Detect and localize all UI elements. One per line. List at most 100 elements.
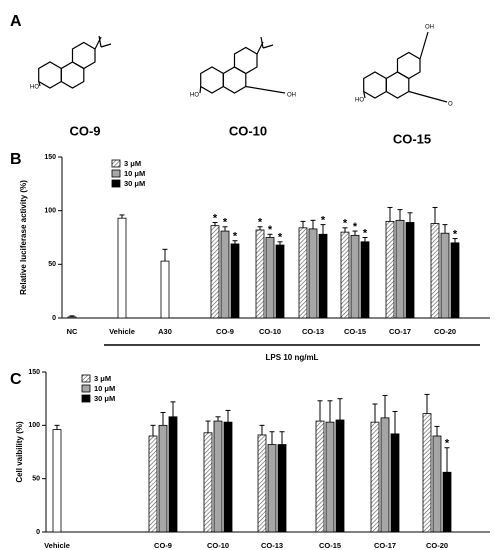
significance: * bbox=[453, 228, 458, 240]
bar bbox=[335, 419, 345, 533]
x-tick-label: CO-20 bbox=[434, 327, 456, 336]
compound-name: CO-10 bbox=[229, 123, 267, 138]
atom-label: HO bbox=[355, 98, 364, 104]
compound-name: CO-15 bbox=[393, 131, 431, 146]
bar bbox=[450, 242, 460, 319]
bar bbox=[255, 229, 265, 319]
bar bbox=[67, 316, 77, 319]
significance: * bbox=[343, 218, 348, 230]
legend-label: 3 μM bbox=[94, 374, 111, 383]
bar bbox=[275, 244, 285, 319]
bar bbox=[442, 471, 452, 533]
panel-label: B bbox=[10, 151, 22, 168]
significance: * bbox=[278, 232, 283, 244]
bar bbox=[230, 243, 240, 319]
bond bbox=[363, 91, 366, 99]
atom-label: HO bbox=[190, 93, 199, 99]
x-tick-label: CO-13 bbox=[261, 541, 283, 550]
legend-label: 10 μM bbox=[94, 384, 115, 393]
bar bbox=[360, 241, 370, 319]
bond bbox=[419, 31, 429, 60]
atom-label: OH bbox=[287, 93, 296, 99]
ring bbox=[363, 71, 387, 99]
bar bbox=[223, 421, 233, 533]
bar bbox=[440, 232, 450, 319]
bar bbox=[432, 435, 442, 533]
bar bbox=[257, 434, 267, 533]
bar bbox=[318, 233, 328, 319]
y-axis-label: Relative luciferase activity (%) bbox=[19, 180, 28, 295]
x-axis-label: LPS 10 ng/mL bbox=[266, 353, 319, 362]
y-tick-label: 150 bbox=[28, 369, 40, 376]
x-tick-label: Vehicle bbox=[109, 327, 135, 336]
significance: * bbox=[223, 217, 228, 229]
significance: * bbox=[268, 224, 273, 236]
legend-label: 30 μM bbox=[124, 179, 145, 188]
bar bbox=[220, 230, 230, 319]
x-tick-label: A30 bbox=[158, 327, 172, 336]
significance: * bbox=[213, 212, 218, 224]
x-tick-label: NC bbox=[67, 327, 78, 336]
y-tick-label: 100 bbox=[28, 422, 40, 429]
y-tick-label: 50 bbox=[32, 476, 40, 483]
significance: * bbox=[445, 438, 450, 450]
y-tick-label: 50 bbox=[48, 261, 56, 268]
bar bbox=[203, 432, 213, 533]
legend-swatch bbox=[81, 394, 91, 403]
atom-label: HO bbox=[30, 85, 39, 91]
x-tick-label: CO-20 bbox=[426, 541, 448, 550]
bond bbox=[260, 36, 264, 49]
bar bbox=[385, 220, 395, 319]
x-tick-label: CO-9 bbox=[216, 327, 234, 336]
bond bbox=[262, 44, 274, 49]
significance: * bbox=[353, 221, 358, 233]
legend-label: 3 μM bbox=[124, 159, 141, 168]
bar bbox=[160, 260, 170, 319]
compound-name: CO-9 bbox=[69, 123, 100, 138]
x-tick-label: CO-10 bbox=[207, 541, 229, 550]
x-tick-label: CO-15 bbox=[344, 327, 366, 336]
bar bbox=[117, 217, 127, 319]
legend-label: 30 μM bbox=[94, 394, 115, 403]
bond bbox=[100, 43, 112, 48]
significance: * bbox=[233, 231, 238, 243]
bar bbox=[213, 420, 223, 533]
bar bbox=[395, 219, 405, 319]
y-axis-label: Cell vaibility (%) bbox=[15, 421, 24, 483]
bond bbox=[245, 85, 286, 94]
atom-label: OH bbox=[425, 25, 434, 31]
atom-label: O bbox=[448, 102, 453, 108]
legend-swatch bbox=[111, 169, 121, 178]
bond bbox=[98, 35, 102, 48]
bar bbox=[340, 231, 350, 319]
x-tick-label: CO-17 bbox=[374, 541, 396, 550]
panel-label: A bbox=[10, 13, 22, 30]
ring bbox=[396, 51, 421, 80]
bar bbox=[298, 227, 308, 319]
bar bbox=[405, 222, 415, 319]
bar bbox=[315, 420, 325, 533]
legend-swatch bbox=[111, 159, 121, 168]
bar bbox=[267, 444, 277, 533]
ring bbox=[233, 46, 258, 75]
bar bbox=[422, 413, 432, 533]
significance: * bbox=[321, 215, 326, 227]
ring bbox=[71, 41, 96, 70]
x-tick-label: CO-17 bbox=[389, 327, 411, 336]
legend-swatch bbox=[81, 374, 91, 383]
x-tick-label: CO-13 bbox=[302, 327, 324, 336]
bar bbox=[148, 435, 158, 533]
bar bbox=[168, 416, 178, 533]
bar bbox=[308, 228, 318, 319]
bar bbox=[158, 424, 168, 533]
legend-swatch bbox=[81, 384, 91, 393]
x-tick-label: Vehicle bbox=[44, 541, 70, 550]
x-tick-label: CO-9 bbox=[154, 541, 172, 550]
bond bbox=[199, 86, 202, 94]
bar bbox=[370, 421, 380, 533]
bar bbox=[52, 429, 62, 533]
legend-label: 10 μM bbox=[124, 169, 145, 178]
bar bbox=[277, 444, 287, 533]
bar bbox=[210, 225, 220, 319]
